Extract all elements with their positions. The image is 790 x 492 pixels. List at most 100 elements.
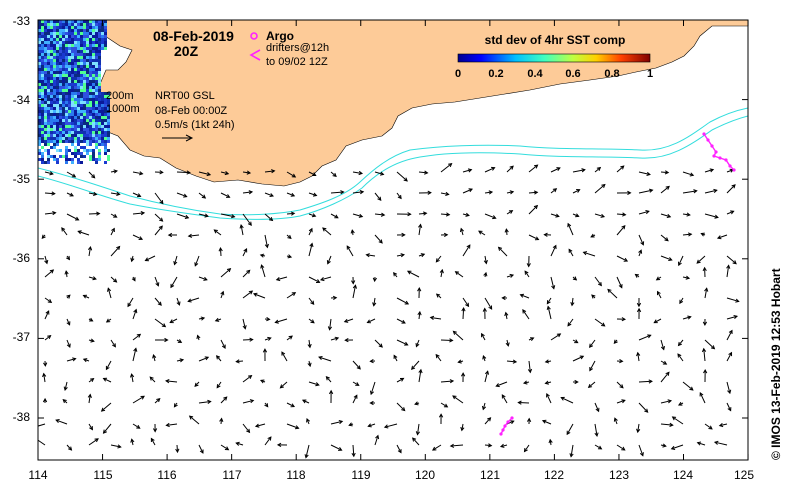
sst-pixel <box>59 77 62 80</box>
sst-pixel <box>56 29 59 32</box>
sst-pixel <box>107 113 110 116</box>
sst-pixel <box>83 149 86 152</box>
sst-pixel <box>98 125 101 128</box>
sst-pixel <box>89 65 92 68</box>
current-arrow <box>88 338 95 343</box>
current-arrow <box>682 315 692 320</box>
sst-pixel <box>86 35 89 38</box>
sst-pixel <box>41 155 44 158</box>
current-arrow <box>110 444 122 449</box>
sst-pixel <box>101 92 104 95</box>
current-arrow <box>572 213 580 218</box>
sst-pixel <box>83 77 86 80</box>
current-arrow <box>173 402 178 408</box>
sst-pixel <box>62 113 65 116</box>
current-arrow <box>483 255 488 265</box>
sst-pixel <box>74 107 77 110</box>
sst-pixel <box>86 23 89 26</box>
sst-pixel <box>47 140 50 143</box>
sst-pixel <box>83 59 86 62</box>
x-tick-label: 124 <box>673 468 693 482</box>
sst-pixel <box>74 41 77 44</box>
sst-pixel <box>77 101 80 104</box>
current-arrow <box>198 399 212 404</box>
sst-pixel <box>80 32 83 35</box>
current-arrow <box>242 269 251 278</box>
sst-pixel <box>101 107 104 110</box>
sst-pixel <box>77 152 80 155</box>
sst-pixel <box>95 26 98 29</box>
sst-pixel <box>50 146 53 149</box>
sst-pixel <box>50 107 53 110</box>
sst-pixel <box>95 71 98 74</box>
current-arrow <box>550 244 557 257</box>
current-arrow <box>188 415 200 425</box>
current-arrow <box>726 184 736 194</box>
current-arrow <box>546 393 552 404</box>
sst-pixel <box>71 47 74 50</box>
sst-pixel <box>95 161 98 164</box>
sst-pixel <box>62 71 65 74</box>
sst-pixel <box>71 80 74 83</box>
sst-pixel <box>80 122 83 125</box>
sst-pixel <box>101 104 104 107</box>
sst-pixel <box>98 74 101 77</box>
sst-pixel <box>83 80 86 83</box>
sst-pixel <box>104 107 107 110</box>
sst-pixel <box>68 29 71 32</box>
sst-pixel <box>59 65 62 68</box>
current-arrows <box>38 163 740 459</box>
sst-pixel <box>77 20 80 23</box>
current-arrow <box>132 308 138 320</box>
sst-pixel <box>83 101 86 104</box>
sst-pixel <box>77 47 80 50</box>
sst-pixel <box>50 32 53 35</box>
sst-pixel <box>107 137 110 140</box>
current-arrow <box>726 255 737 265</box>
sst-pixel <box>65 116 68 119</box>
sst-pixel <box>89 104 92 107</box>
sst-pixel <box>86 116 89 119</box>
sst-pixel <box>50 44 53 47</box>
sst-pixel <box>95 29 98 32</box>
sst-pixel <box>59 125 62 128</box>
sst-pixel <box>50 131 53 134</box>
current-arrow <box>130 373 135 383</box>
sst-pixel <box>68 80 71 83</box>
sst-pixel <box>38 137 41 140</box>
current-arrow <box>670 444 684 450</box>
sst-pixel <box>83 128 86 131</box>
current-arrow <box>194 381 200 387</box>
sst-pixel <box>74 134 77 137</box>
current-arrow <box>264 192 274 198</box>
sst-pixel <box>98 65 101 68</box>
current-arrow <box>308 381 320 387</box>
sst-pixel <box>65 74 68 77</box>
sst-pixel <box>83 116 86 119</box>
sst-pixel <box>83 107 86 110</box>
sst-pixel <box>92 98 95 101</box>
sst-pixel <box>92 131 95 134</box>
sst-pixel <box>56 86 59 89</box>
sst-pixel <box>38 95 41 98</box>
sst-pixel <box>77 92 80 95</box>
sst-pixel <box>47 119 50 122</box>
current-arrow <box>220 339 226 349</box>
sst-pixel <box>65 44 68 47</box>
current-arrow <box>484 166 496 173</box>
sst-pixel <box>71 89 74 92</box>
current-arrow <box>544 380 552 385</box>
sst-pixel <box>71 38 74 41</box>
sst-pixel <box>41 110 44 113</box>
sst-pixel <box>98 119 101 122</box>
colorbar-title: std dev of 4hr SST comp <box>485 33 626 47</box>
sst-pixel <box>98 128 101 131</box>
sst-pixel <box>38 32 41 35</box>
sst-pixel <box>38 122 41 125</box>
sst-pixel <box>86 71 89 74</box>
sst-pixel <box>92 71 95 74</box>
sst-pixel <box>83 71 86 74</box>
sst-pixel <box>83 47 86 50</box>
sst-pixel <box>101 47 104 50</box>
